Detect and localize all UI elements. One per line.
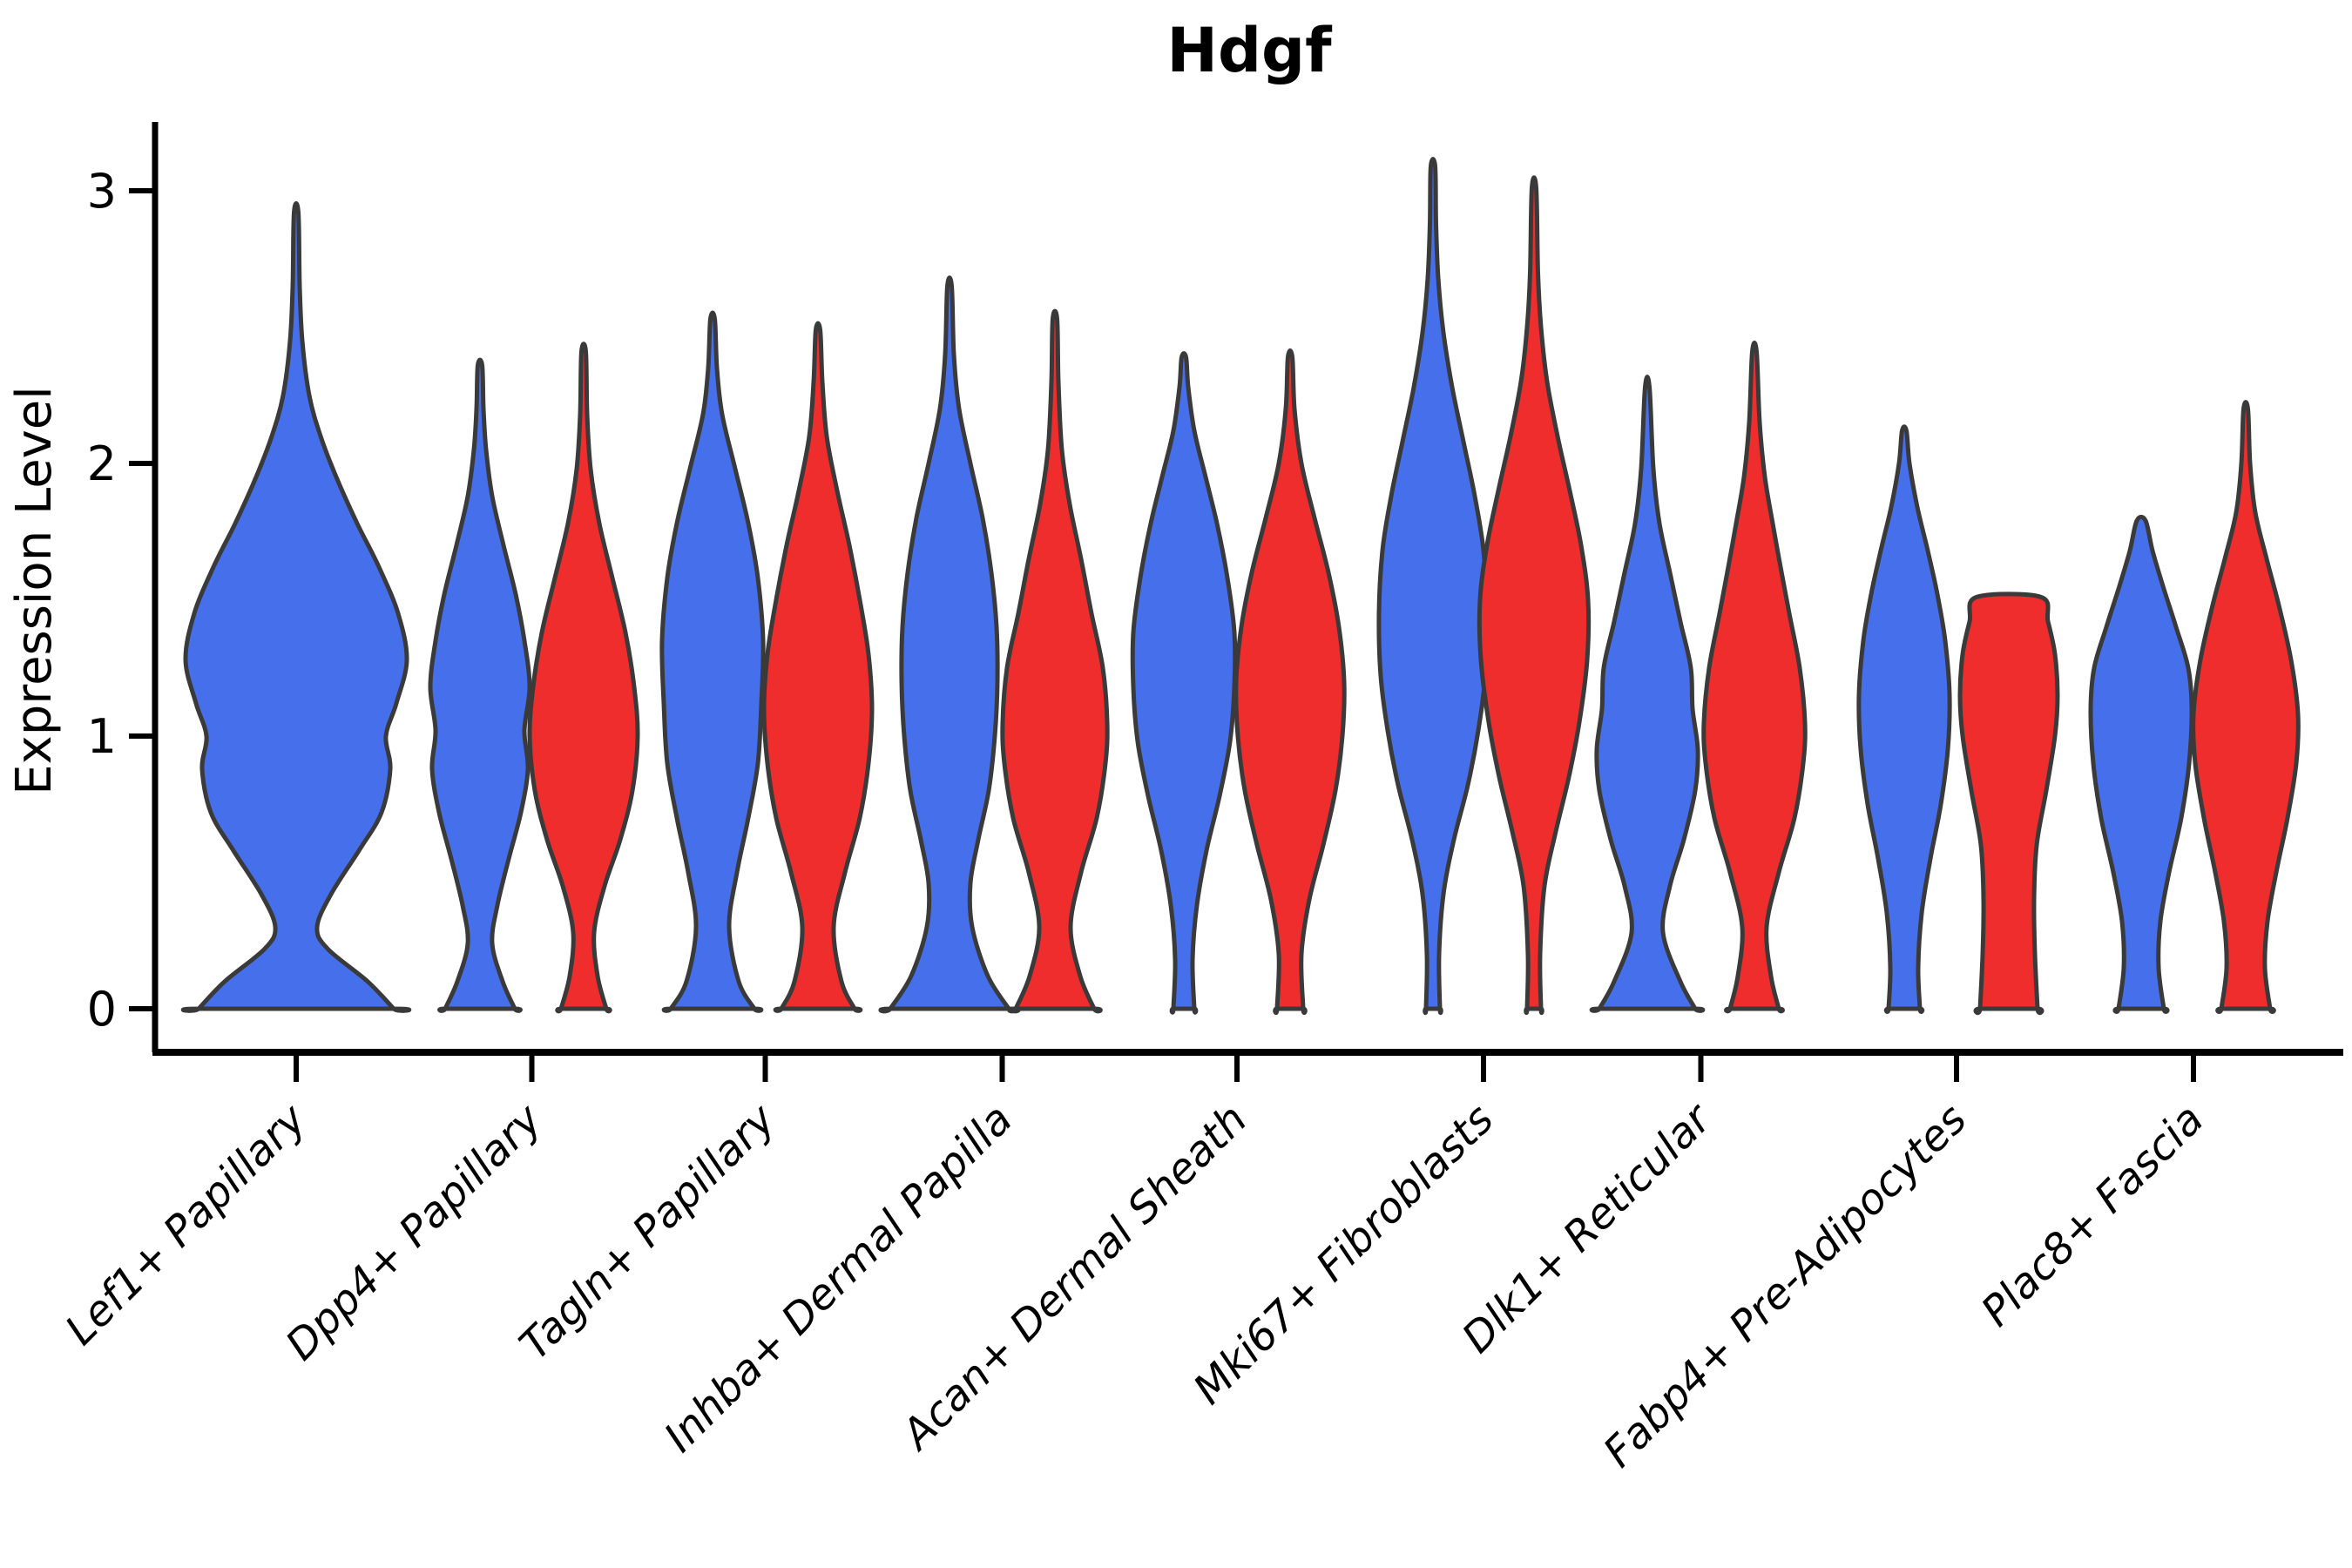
violin-mki67-fibroblasts-red — [1477, 175, 1592, 1016]
violin-dpp4-papillary-red — [527, 341, 640, 1014]
violin-acan-dermal-sheath-red — [1233, 348, 1347, 1016]
x-tick-label-lef1-papillary: Lef1+ Papillary — [56, 1094, 316, 1355]
y-axis-label: Expression Level — [6, 386, 63, 795]
violin-plac8-fascia-red — [2191, 400, 2301, 1014]
ticks-layer — [129, 188, 2196, 1082]
x-tick-label-tagln-papillary: Tagln+ Papillary — [510, 1094, 786, 1369]
violin-tagln-papillary-red — [761, 321, 875, 1013]
violin-dlk1-reticular-red — [1701, 341, 1808, 1014]
violin-fabp4-pre-adipocytes-red — [1957, 591, 2060, 1016]
x-tick-label-plac8-fascia: Plac8+ Fascia — [1972, 1095, 2213, 1336]
violin-plac8-fascia-blue — [2088, 514, 2194, 1014]
violin-fabp4-pre-adipocytes-blue — [1856, 424, 1952, 1014]
violin-inhba-dermal-papilla-blue — [878, 275, 1021, 1014]
violin-acan-dermal-sheath-blue — [1130, 351, 1238, 1015]
y-tick-label: 0 — [87, 982, 117, 1037]
violin-inhba-dermal-papilla-red — [1000, 308, 1110, 1014]
axes-layer — [152, 122, 2343, 1056]
violin-tagln-papillary-blue — [659, 310, 766, 1013]
violin-lef1-papillary-blue — [180, 201, 412, 1013]
violins-layer — [180, 157, 2301, 1016]
chart-title: Hdgf — [1166, 15, 1333, 86]
y-tick-label: 3 — [87, 164, 117, 219]
x-tick-label-dpp4-papillary: Dpp4+ Papillary — [276, 1094, 551, 1369]
violin-mki67-fibroblasts-blue — [1376, 157, 1490, 1016]
violin-dlk1-reticular-blue — [1589, 375, 1706, 1013]
violin-dpp4-papillary-blue — [428, 357, 532, 1013]
y-tick-label: 1 — [87, 709, 117, 764]
y-tick-label: 2 — [87, 436, 117, 491]
